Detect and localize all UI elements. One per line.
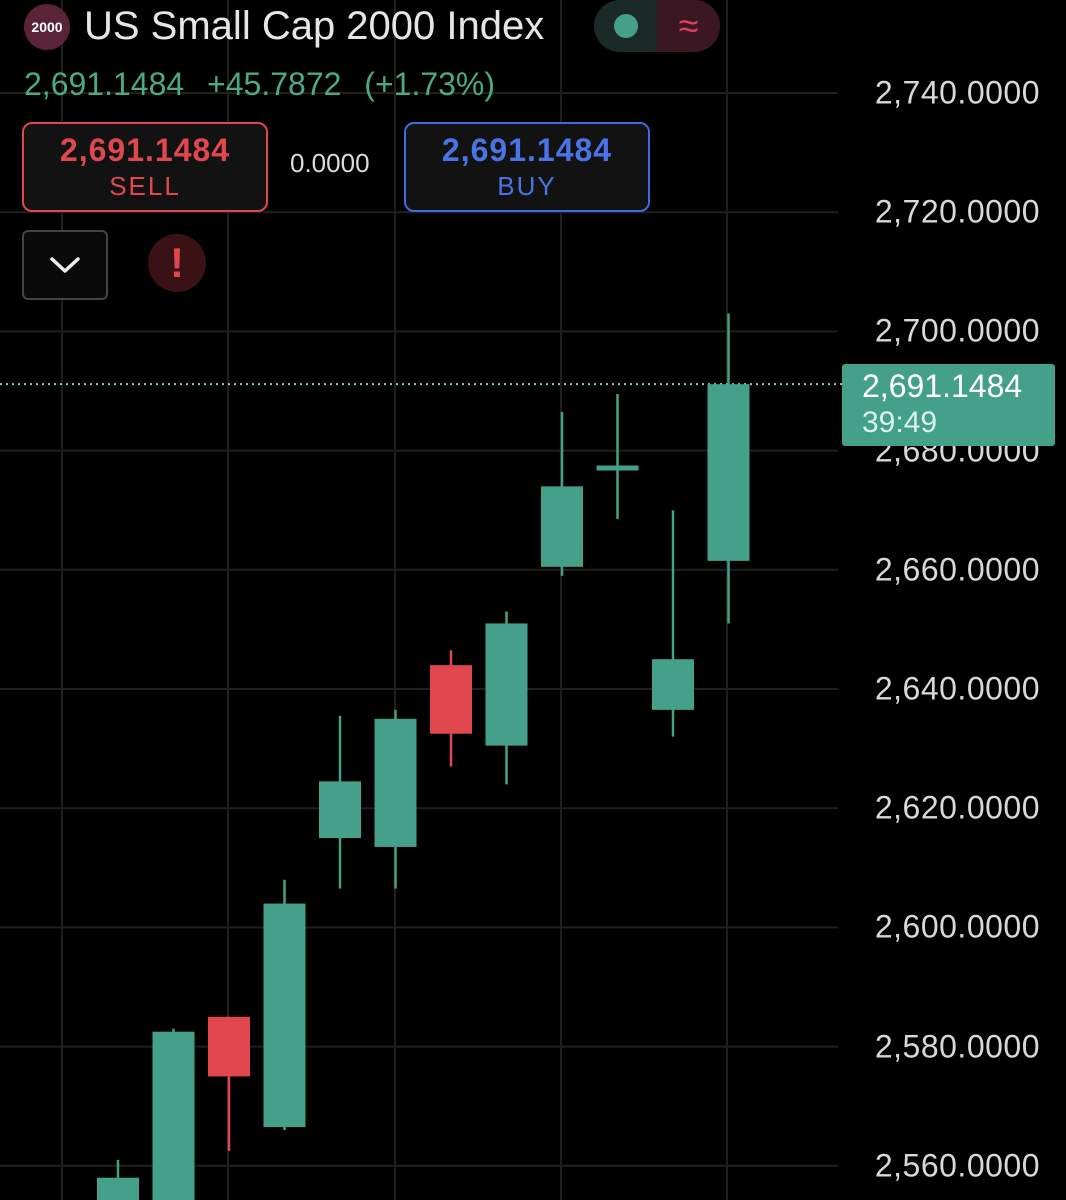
chart-mode-toggle[interactable]: ≈ bbox=[594, 0, 720, 52]
current-price: 2,691.1484 bbox=[24, 66, 185, 102]
candle-body-up bbox=[596, 465, 639, 471]
y-axis-tick-label: 2,560.0000 bbox=[874, 1147, 1040, 1184]
candle-body-up bbox=[374, 718, 417, 847]
y-axis-tick-label: 2,640.0000 bbox=[874, 670, 1040, 707]
y-axis-tick-label: 2,600.0000 bbox=[874, 908, 1040, 945]
exclamation-icon[interactable]: ! bbox=[148, 234, 206, 292]
buy-label: BUY bbox=[497, 171, 557, 201]
candle-countdown: 39:49 bbox=[862, 406, 938, 439]
candle-body-up bbox=[97, 1177, 139, 1200]
last-price-label: 2,691.1484 39:49 bbox=[842, 364, 1055, 446]
last-price-value: 2,691.1484 bbox=[862, 368, 1023, 404]
price-quote: 2,691.1484 +45.7872 (+1.73%) bbox=[24, 66, 509, 103]
sell-button[interactable]: 2,691.1484 SELL bbox=[22, 122, 268, 212]
y-axis-tick-label: 2,620.0000 bbox=[874, 789, 1040, 826]
candle-body-down bbox=[208, 1016, 250, 1077]
candle-body-up bbox=[652, 659, 694, 710]
candle-body-up bbox=[263, 903, 306, 1128]
chevron-down-icon bbox=[50, 257, 80, 273]
spread-value: 0.0000 bbox=[290, 148, 370, 178]
y-axis-tick-label: 2,580.0000 bbox=[874, 1028, 1040, 1065]
price-change: +45.7872 bbox=[207, 66, 342, 102]
y-axis-tick-label: 2,700.0000 bbox=[874, 312, 1040, 349]
expand-dropdown-button[interactable] bbox=[22, 230, 108, 300]
y-axis-tick-label: 2,740.0000 bbox=[874, 74, 1040, 111]
sell-label: SELL bbox=[109, 171, 181, 201]
candle-body-up bbox=[152, 1031, 195, 1200]
instrument-title[interactable]: US Small Cap 2000 Index bbox=[84, 4, 545, 48]
candle-body-up bbox=[541, 486, 583, 567]
sell-price: 2,691.1484 bbox=[59, 132, 231, 168]
dot-icon[interactable] bbox=[594, 0, 657, 52]
price-change-percent: (+1.73%) bbox=[364, 66, 496, 102]
candle-body-up bbox=[707, 384, 750, 561]
buy-button[interactable]: 2,691.1484 BUY bbox=[404, 122, 650, 212]
y-axis-tick-label: 2,660.0000 bbox=[874, 551, 1040, 588]
candle-body-up bbox=[319, 781, 361, 838]
candle-body-up bbox=[485, 623, 528, 746]
wave-icon[interactable]: ≈ bbox=[657, 0, 720, 52]
index-logo: 2000 bbox=[24, 4, 70, 50]
buy-price: 2,691.1484 bbox=[441, 132, 613, 168]
y-axis-tick-label: 2,720.0000 bbox=[874, 193, 1040, 230]
candle-body-down bbox=[430, 665, 472, 734]
